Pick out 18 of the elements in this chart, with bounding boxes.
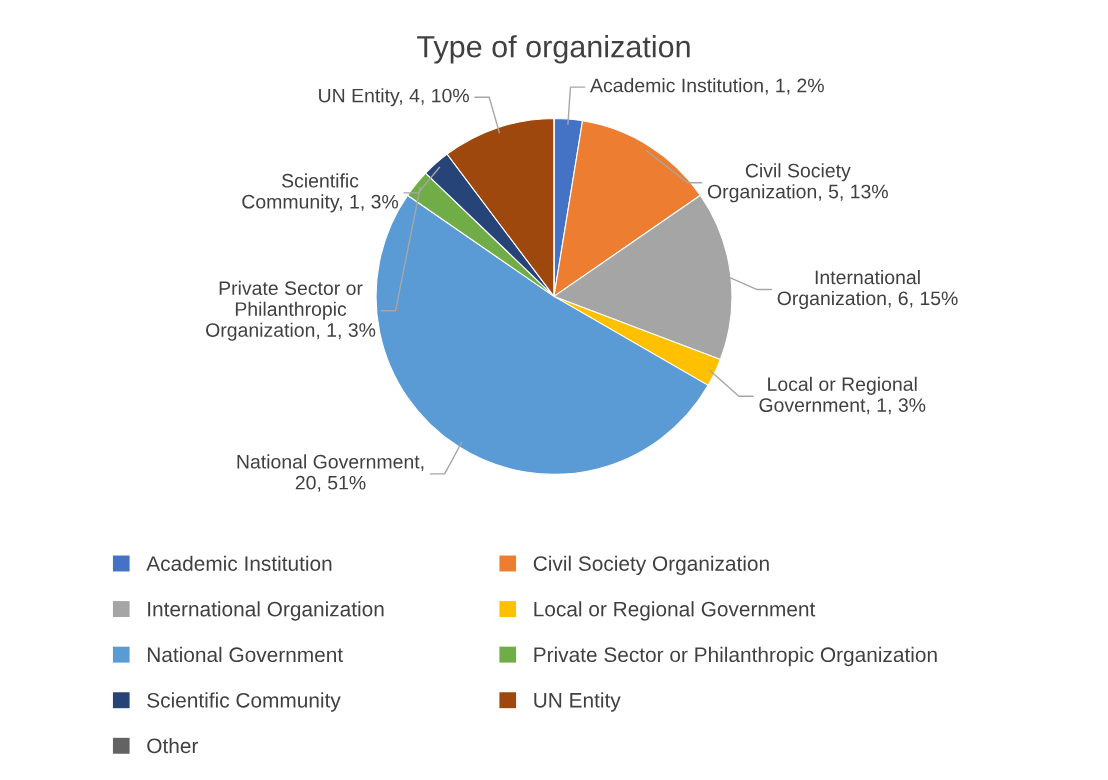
data-label: Civil Society Organization, 5, 13% <box>707 163 888 203</box>
data-label: National Government, 20, 51% <box>237 454 424 492</box>
data-label: Scientific Community, 1, 3% <box>242 173 399 213</box>
legend-label: International Organization <box>148 601 384 621</box>
legend-label: Private Sector or Philanthropic Organization <box>534 646 937 667</box>
legend-label: Other <box>147 737 199 754</box>
legend-label: UN Entity <box>534 692 621 712</box>
data-label: UN Entity, 4, 10% <box>319 88 469 107</box>
legend-label: National Government <box>147 646 343 663</box>
legend-label: Local or Regional Government <box>534 601 816 621</box>
chart-title: Type of organization <box>417 35 690 64</box>
data-label: Local or Regional Government, 1, 3% <box>759 376 926 415</box>
legend-label: Scientific Community <box>147 692 341 712</box>
data-label: Private Sector or Philanthropic Organization, 1, 3% <box>206 280 376 341</box>
legend-label: Academic Institution <box>146 555 332 571</box>
data-label: International Organization, 6, 15% <box>777 269 958 310</box>
data-label: Academic Institution, 1, 2% <box>590 78 824 95</box>
legend-label: Civil Society Organization <box>533 555 769 576</box>
